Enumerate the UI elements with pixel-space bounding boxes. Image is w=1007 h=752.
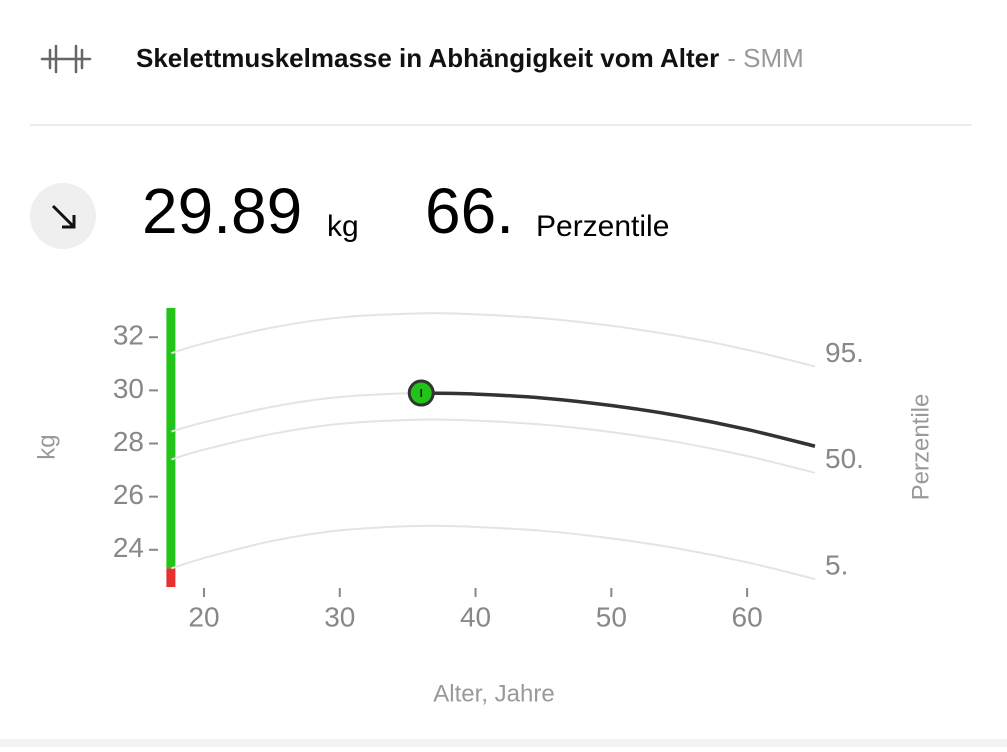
x-tick-label: 60	[732, 601, 763, 632]
bottom-strip	[0, 739, 1007, 747]
range-band	[166, 568, 176, 587]
percentile: 66.	[425, 175, 514, 247]
series-line	[171, 312, 816, 368]
x-tick-label: 50	[596, 601, 627, 632]
value: 29.89	[142, 175, 302, 247]
series-line	[421, 391, 816, 448]
y-tick-label: 26	[113, 479, 144, 510]
percentile-label: 95.	[825, 337, 864, 368]
percentile-label: Perzentile	[536, 210, 669, 243]
percentile-label: 5.	[825, 549, 848, 580]
series-line	[171, 391, 816, 448]
title: Skelettmuskelmasse in Abhängigkeit vom A…	[136, 43, 804, 73]
title-suffix: - SMM	[727, 43, 804, 73]
percentile-label: 50.	[825, 443, 864, 474]
y-axis-label: kg	[33, 434, 60, 459]
y2-axis-label: Perzentile	[907, 394, 934, 501]
weights-icon	[40, 44, 92, 74]
y-tick-label: 24	[113, 532, 144, 563]
trend-arrow	[51, 204, 76, 229]
y-tick-label: 28	[113, 426, 144, 457]
y-tick-label: 32	[113, 320, 144, 351]
x-tick-label: 40	[460, 601, 491, 632]
unit: kg	[327, 210, 359, 243]
series-line	[171, 418, 816, 474]
y-tick-label: 30	[113, 373, 144, 404]
title-text: Skelettmuskelmasse in Abhängigkeit vom A…	[136, 43, 719, 73]
range-band	[166, 308, 176, 569]
x-tick-label: 30	[324, 601, 355, 632]
series-line	[171, 524, 816, 580]
x-axis-label: Alter, Jahre	[433, 680, 554, 707]
x-tick-label: 20	[188, 601, 219, 632]
